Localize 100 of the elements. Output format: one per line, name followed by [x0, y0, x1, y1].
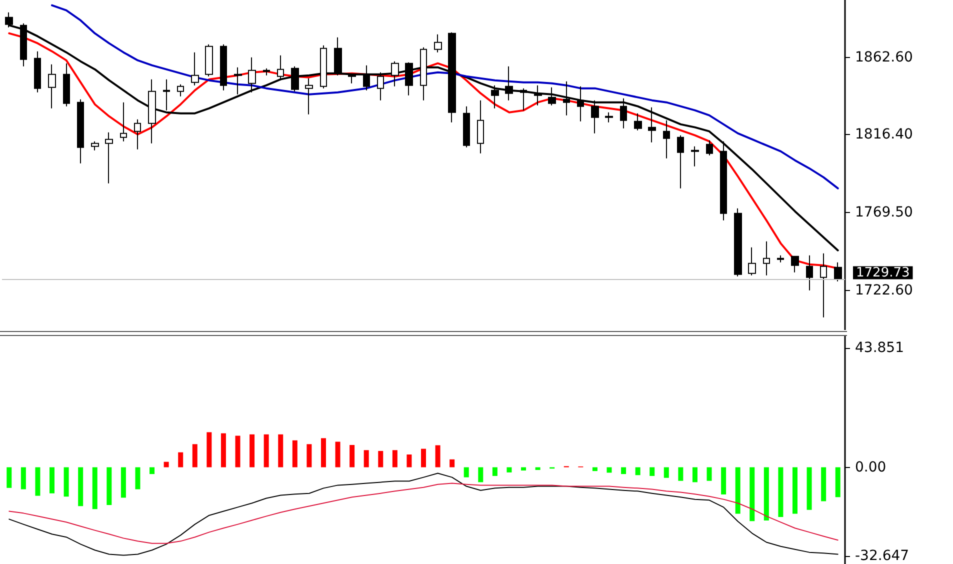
candlestick — [320, 44, 327, 89]
bar — [292, 440, 298, 468]
candlestick — [777, 254, 784, 263]
y-tick-label: 1862.60 — [855, 49, 913, 66]
bar — [492, 467, 498, 476]
bar — [78, 467, 84, 506]
candlestick — [691, 146, 699, 167]
bar — [664, 467, 669, 478]
candlestick — [105, 132, 113, 184]
bar — [406, 454, 412, 468]
candlestick — [220, 44, 227, 91]
candlestick — [534, 84, 542, 106]
bar — [278, 434, 284, 468]
bar — [706, 467, 712, 481]
candlestick — [377, 72, 384, 101]
candlestick — [734, 208, 742, 277]
bar — [592, 467, 598, 472]
candlestick — [205, 44, 213, 77]
candlestick — [648, 106, 656, 143]
candlestick — [420, 46, 427, 101]
y-tick-label: 1769.50 — [855, 204, 913, 220]
bar — [335, 442, 340, 468]
bar — [220, 433, 226, 468]
bar — [621, 467, 626, 474]
bar — [164, 462, 169, 468]
bar — [535, 467, 540, 470]
bar — [378, 450, 384, 468]
bar — [735, 467, 740, 514]
candlestick — [448, 32, 456, 123]
candlestick — [634, 112, 642, 131]
candlestick — [405, 62, 413, 96]
candlestick — [763, 240, 770, 276]
line-series — [8, 472, 838, 556]
y-tick-label: 43.851 — [855, 340, 904, 356]
bar — [792, 467, 798, 514]
candlestick — [748, 246, 756, 276]
candlestick — [77, 98, 84, 164]
candlestick — [706, 140, 713, 156]
y-tick-label: 1722.60 — [855, 282, 913, 299]
candlestick — [491, 84, 499, 109]
candlestick — [234, 66, 242, 95]
bar — [421, 448, 426, 468]
bar — [92, 467, 98, 510]
y-tick-label: 1816.40 — [855, 126, 913, 142]
candlestick — [191, 52, 199, 86]
candlestick — [548, 86, 556, 106]
bar — [106, 467, 112, 506]
bar — [364, 450, 369, 468]
candlestick — [163, 78, 170, 111]
candlestick — [63, 62, 70, 107]
bar — [650, 467, 655, 476]
bar — [350, 444, 355, 468]
candlestick — [820, 252, 827, 318]
bar — [120, 467, 126, 498]
candlestick — [834, 262, 842, 282]
bar — [235, 436, 240, 468]
bar — [206, 432, 212, 468]
candlestick — [463, 106, 470, 148]
candlestick — [177, 84, 184, 97]
bar — [306, 444, 312, 468]
candlestick — [148, 78, 156, 144]
candlestick — [134, 118, 141, 150]
bar — [678, 467, 684, 481]
candlestick — [91, 140, 99, 151]
candlestick — [563, 80, 570, 116]
candlestick — [806, 254, 813, 291]
candlestick — [720, 140, 727, 221]
candlestick — [591, 100, 599, 134]
candlestick — [348, 74, 356, 84]
bar — [478, 467, 484, 482]
y-tick-label: -32.647 — [855, 548, 910, 564]
bar — [521, 467, 526, 471]
candlestick — [34, 50, 41, 93]
bar — [320, 438, 326, 468]
bar — [435, 445, 440, 468]
candlestick — [477, 100, 484, 154]
candlestick — [620, 98, 627, 129]
candlestick — [48, 64, 56, 109]
candlestick — [263, 68, 270, 76]
bar — [450, 459, 455, 468]
candlestick — [791, 256, 799, 273]
candlestick — [677, 134, 684, 189]
bar — [264, 434, 269, 468]
bar — [606, 467, 612, 473]
bar — [178, 452, 184, 468]
y-tick-label: 0.00 — [855, 459, 886, 476]
bar — [250, 434, 255, 468]
bar — [506, 467, 512, 472]
candlestick — [663, 120, 670, 159]
bar — [50, 467, 55, 494]
candlestick — [520, 88, 527, 111]
bar — [821, 467, 826, 502]
candlestick — [291, 66, 299, 92]
bar — [721, 467, 726, 494]
candlestick — [334, 36, 342, 76]
candlestick — [605, 112, 613, 123]
bar — [192, 444, 198, 468]
candlestick — [505, 66, 513, 101]
bar — [778, 467, 784, 517]
bar — [6, 467, 12, 488]
